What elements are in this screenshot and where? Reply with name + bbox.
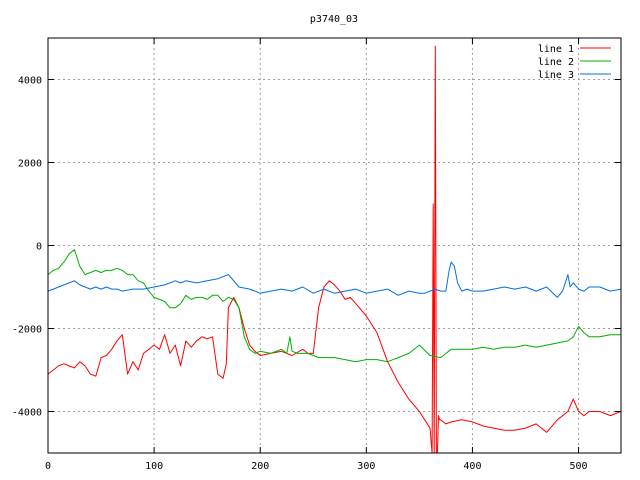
y-tick-label: -4000 (12, 408, 42, 419)
legend-label-1: line 1 (538, 44, 574, 55)
y-tick-label: -2000 (12, 325, 42, 336)
x-tick-label: 400 (463, 461, 481, 472)
grid (48, 38, 621, 453)
x-tick-label: 0 (45, 461, 51, 472)
y-tick-label: 0 (36, 242, 42, 253)
chart-title: p3740_03 (310, 14, 358, 25)
series-line-3 (48, 261, 621, 298)
x-tick-label: 100 (145, 461, 163, 472)
y-tick-label: 4000 (18, 76, 42, 87)
series-layer (48, 45, 621, 453)
legend: line 1 line 2 line 3 (538, 44, 611, 81)
y-tick-label: 2000 (18, 159, 42, 170)
legend-label-3: line 3 (538, 70, 574, 81)
legend-label-2: line 2 (538, 57, 574, 68)
axis-ticks: 0 100 200 300 400 500 -4000 -2000 0 2000 4000 (12, 38, 621, 472)
series-line-2 (48, 249, 621, 363)
x-tick-label: 300 (357, 461, 375, 472)
series-line-1 (48, 45, 621, 453)
x-tick-label: 200 (251, 461, 269, 472)
x-tick-label: 500 (570, 461, 588, 472)
